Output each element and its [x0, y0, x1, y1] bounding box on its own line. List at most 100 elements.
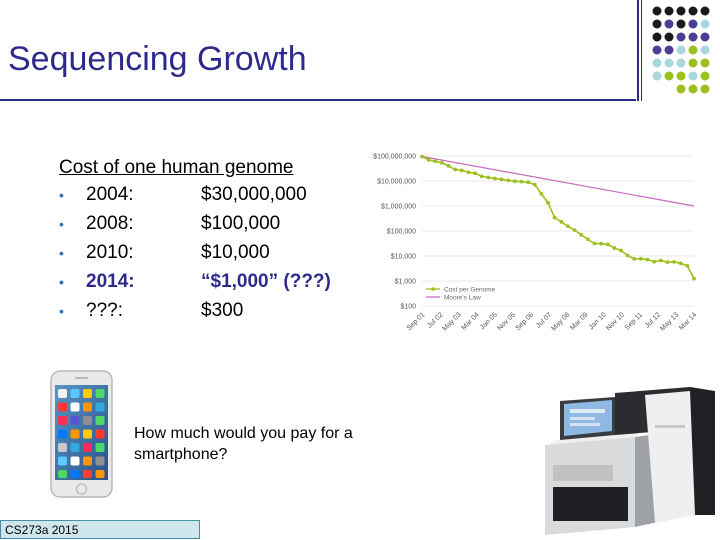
decorative-dot [664, 58, 674, 68]
decorative-dot [676, 45, 686, 55]
cost-per-genome-point [559, 219, 564, 224]
x-tick-label: Jan 10 [588, 311, 608, 331]
dock-app-icon [95, 470, 105, 478]
bullet-dot: • [59, 245, 64, 261]
bullet-dot: • [59, 216, 64, 232]
bullet-year: 2008: [86, 213, 134, 234]
dock-app-icon [58, 470, 67, 478]
cost-per-genome-point [479, 174, 484, 179]
cost-per-genome-point [546, 200, 550, 205]
vertical-rule-thin [641, 0, 642, 101]
decorative-dot [664, 19, 674, 29]
legend-marker [431, 287, 435, 291]
decorative-dot [664, 6, 674, 16]
x-tick-label: Sep 11 [624, 311, 644, 331]
bullet-cost: $30,000,000 [201, 184, 307, 205]
cost-per-genome-point [426, 157, 431, 162]
cost-per-genome-point [678, 261, 683, 266]
decorative-dot [688, 58, 698, 68]
cost-per-genome-point [572, 228, 577, 233]
cost-per-genome-point [440, 160, 444, 165]
cost-per-genome-point [585, 237, 590, 242]
app-icon [58, 389, 67, 398]
cost-per-genome-point [592, 241, 597, 246]
bullet-cost: $10,000 [201, 242, 270, 263]
decorative-dot [700, 6, 710, 16]
app-icon [95, 416, 105, 425]
app-icon [70, 416, 80, 425]
decorative-dot [664, 32, 674, 42]
app-icon [83, 402, 92, 412]
sequencer-machine-image [545, 387, 715, 535]
cost-per-genome-point [459, 168, 464, 173]
cost-per-genome-point [499, 177, 504, 182]
y-tick-label: $10,000,000 [377, 179, 416, 186]
app-icon [70, 456, 80, 466]
decorative-dot [700, 71, 710, 81]
cost-per-genome-point [672, 259, 676, 264]
cost-per-genome-point [639, 256, 643, 261]
app-icon [83, 443, 92, 452]
x-tick-label: Mar 14 [678, 311, 698, 331]
x-tick-label: May 08 [550, 311, 571, 332]
cost-per-genome-point [552, 215, 557, 220]
decorative-dot [676, 84, 686, 94]
x-tick-label: Sep 06 [515, 311, 536, 332]
decorative-dot [652, 45, 662, 55]
cost-per-genome-point [605, 242, 610, 247]
cost-per-genome-point [692, 276, 696, 281]
app-icon [95, 389, 105, 398]
app-icon [83, 416, 92, 425]
app-icon [58, 416, 67, 425]
x-tick-label: Nov 10 [605, 311, 626, 332]
decorative-dot [700, 45, 710, 55]
cost-per-genome-point [512, 179, 517, 184]
decorative-dot [652, 32, 662, 42]
bullet-cost: $300 [201, 300, 244, 321]
y-tick-label: $100,000,000 [373, 154, 416, 161]
decorative-dot [688, 19, 698, 29]
legend-label: Cost per Genome [444, 286, 496, 293]
cost-per-genome-point [466, 170, 471, 175]
vertical-rule [637, 0, 639, 101]
app-icon [70, 443, 80, 452]
y-tick-label: $1,000,000 [381, 204, 416, 211]
cost-per-genome-point [493, 176, 497, 181]
genome-cost-heading: Cost of one human genome [59, 157, 294, 178]
decorative-dot [676, 71, 686, 81]
cost-per-genome-point [645, 257, 650, 262]
app-icon [70, 402, 80, 412]
decorative-dot [688, 84, 698, 94]
app-icon [83, 389, 92, 398]
bullet-year: 2010: [86, 242, 134, 263]
cost-per-genome-point [599, 241, 604, 246]
x-tick-label: May 03 [441, 311, 462, 332]
cost-per-genome-point [486, 175, 491, 180]
cost-per-genome-point [433, 159, 438, 164]
genome-cost-chart: $100,000,000 $10,000,000 $1,000,000 $100,00… [373, 154, 698, 333]
smartphone-image [50, 370, 113, 498]
decorative-dot [676, 6, 686, 16]
decorative-dot [688, 45, 698, 55]
x-tick-label: Mar 04 [460, 311, 480, 331]
app-icon [70, 389, 80, 398]
decorative-dot [652, 71, 662, 81]
dock-app-icon [83, 470, 92, 478]
x-tick-label: Sep 01 [406, 311, 427, 332]
app-icon [83, 456, 92, 466]
dock-app-icon [70, 470, 80, 478]
app-icon [58, 443, 67, 452]
bullet-dot: • [59, 303, 64, 319]
x-tick-label: Nov 05 [496, 311, 517, 332]
y-tick-label: $100 [400, 304, 416, 311]
course-footer: CS273a 2015 [0, 520, 200, 539]
cost-per-genome-point [539, 191, 544, 196]
y-tick-label: $100,000 [387, 229, 416, 236]
app-icon [58, 456, 67, 466]
app-icon [95, 456, 105, 466]
bullet-year: ???: [86, 300, 123, 321]
cost-per-genome-point [532, 182, 537, 187]
decorative-dot [664, 71, 674, 81]
cost-per-genome-point [612, 246, 617, 250]
decorative-dot [688, 32, 698, 42]
